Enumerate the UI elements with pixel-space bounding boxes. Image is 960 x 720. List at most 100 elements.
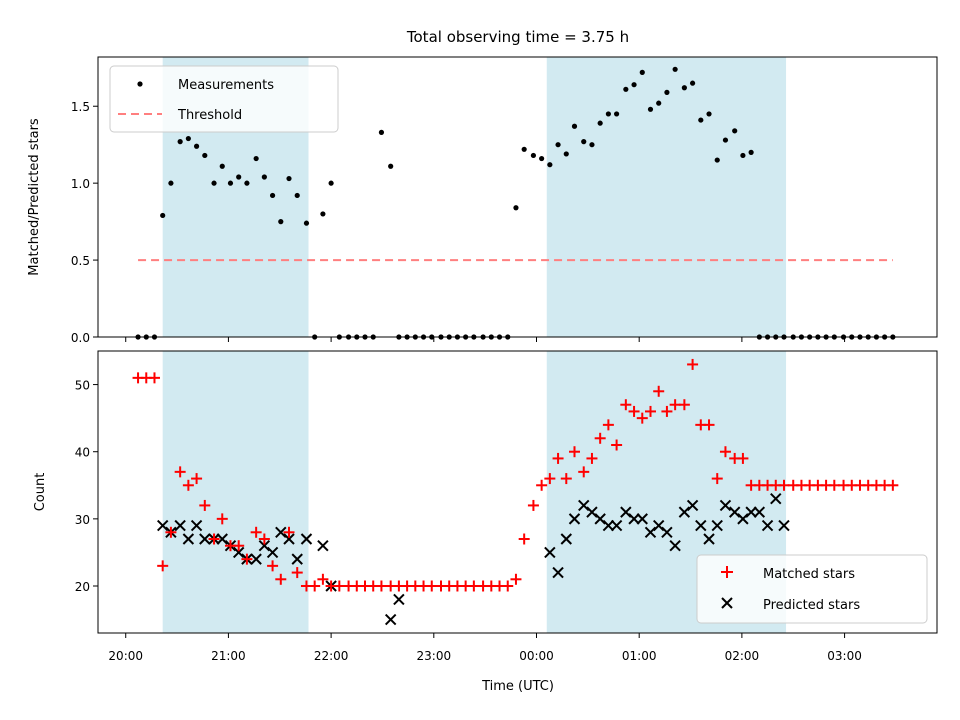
matched-star-point bbox=[518, 533, 530, 545]
predicted-star-point bbox=[232, 546, 245, 559]
matched-star-point bbox=[687, 358, 699, 370]
matched-star-point bbox=[502, 580, 514, 592]
predicted-star-point bbox=[610, 519, 623, 532]
matched-star-point bbox=[737, 452, 749, 464]
measurement-point bbox=[706, 111, 712, 117]
predicted-star-point bbox=[156, 519, 169, 532]
matched-star-point bbox=[291, 567, 303, 579]
predicted-star-point bbox=[703, 533, 715, 545]
measurement-point bbox=[530, 152, 537, 159]
measurement-point bbox=[539, 155, 545, 162]
bottom-legend: Matched stars Predicted stars bbox=[696, 554, 928, 624]
bottom-y-tick-label: 20 bbox=[75, 580, 90, 594]
bottom-x-tick-label: 22:00 bbox=[314, 649, 349, 663]
predicted-star-point bbox=[594, 513, 606, 525]
predicted-star-point bbox=[393, 593, 405, 606]
top-y-tick-label: 0.0 bbox=[71, 331, 90, 345]
measurement-point bbox=[185, 135, 191, 142]
predicted-star-point bbox=[560, 533, 572, 545]
top-y-axis-label: Matched/Predicted stars bbox=[27, 118, 42, 276]
matched-star-point bbox=[620, 399, 632, 411]
measurement-point bbox=[672, 66, 678, 72]
matched-star-point bbox=[594, 432, 606, 444]
measurement-point bbox=[261, 174, 267, 180]
measurement-point bbox=[236, 174, 242, 180]
bottom-axes-frame bbox=[97, 350, 938, 634]
legend-matched-label: Matched stars bbox=[763, 567, 855, 582]
top-axes-frame bbox=[97, 56, 938, 338]
bottom-legend-box bbox=[696, 554, 928, 624]
measurement-point bbox=[547, 162, 553, 168]
bottom-x-tick-label: 23:00 bbox=[417, 649, 452, 663]
measurement-point bbox=[681, 85, 687, 91]
measurement-point bbox=[278, 219, 284, 225]
predicted-star-point bbox=[770, 493, 782, 505]
matched-star-point bbox=[653, 385, 665, 397]
predicted-star-point bbox=[719, 499, 732, 512]
predicted-star-point bbox=[300, 533, 313, 545]
bottom-x-tick-label: 00:00 bbox=[519, 649, 554, 663]
measurement-point bbox=[581, 139, 587, 145]
matched-star-point bbox=[628, 405, 640, 417]
matched-star-point bbox=[250, 526, 262, 538]
measurement-point bbox=[647, 106, 654, 112]
predicted-star-point bbox=[620, 506, 632, 518]
matched-star-point bbox=[611, 439, 623, 451]
predicted-star-point bbox=[283, 533, 295, 545]
matched-star-point bbox=[602, 419, 614, 431]
predicted-star-point bbox=[568, 513, 581, 525]
matched-star-point bbox=[678, 399, 690, 411]
matched-star-point bbox=[283, 526, 295, 538]
matched-star-point bbox=[208, 533, 220, 545]
measurement-point bbox=[168, 180, 174, 186]
matched-star-point bbox=[148, 372, 160, 384]
measurement-point bbox=[328, 180, 334, 186]
matched-star-point bbox=[887, 479, 899, 491]
measurement-point bbox=[623, 86, 629, 92]
matched-star-point bbox=[233, 540, 245, 552]
matched-star-point bbox=[309, 580, 321, 592]
predicted-star-point bbox=[586, 506, 598, 518]
matched-star-point bbox=[828, 479, 840, 491]
matched-star-point bbox=[560, 473, 572, 485]
measurement-point bbox=[378, 129, 385, 135]
measurement-point bbox=[563, 151, 569, 157]
predicted-star-point bbox=[695, 519, 707, 532]
matched-star-point bbox=[275, 573, 287, 585]
measurement-point bbox=[388, 163, 394, 169]
matched-star-point bbox=[216, 513, 228, 525]
measurement-point bbox=[219, 163, 225, 169]
chart-title: Total observing time = 3.75 h bbox=[406, 28, 629, 46]
measurement-point bbox=[631, 82, 637, 88]
matched-star-point bbox=[468, 580, 480, 592]
measurement-point bbox=[589, 142, 595, 148]
matched-star-point bbox=[527, 499, 539, 511]
matched-star-point bbox=[586, 452, 598, 464]
predicted-star-point bbox=[644, 526, 657, 538]
measurement-point bbox=[639, 69, 645, 75]
matched-star-point bbox=[703, 419, 715, 431]
predicted-star-point bbox=[266, 546, 279, 559]
matched-star-point bbox=[333, 580, 345, 592]
bottom-panel: 20 30 40 50 20:00 21:00 22:00 23:00 00:00 01:00 0… bbox=[33, 350, 938, 694]
bottom-x-axis-label: Time (UTC) bbox=[481, 679, 554, 694]
predicted-star-point bbox=[745, 506, 757, 518]
measurement-point bbox=[689, 80, 696, 86]
predicted-star-point bbox=[761, 519, 774, 532]
bottom-x-tick-label: 02:00 bbox=[725, 649, 760, 663]
measurement-point bbox=[303, 220, 310, 226]
predicted-star-point bbox=[711, 519, 723, 532]
top-legend-box bbox=[109, 65, 339, 133]
bottom-y-tick-label: 30 bbox=[75, 513, 90, 527]
matched-star-point bbox=[199, 499, 211, 511]
predicted-star-point bbox=[258, 540, 271, 552]
legend-predicted-label: Predicted stars bbox=[763, 598, 860, 613]
top-x-ticks bbox=[125, 337, 846, 342]
top-y-ticks: 0.0 0.5 1.0 1.5 bbox=[71, 100, 98, 345]
measurement-point bbox=[571, 123, 578, 129]
matched-star-point bbox=[165, 526, 177, 538]
predicted-star-point bbox=[661, 526, 673, 538]
matched-star-point bbox=[191, 473, 203, 485]
matched-star-point bbox=[669, 399, 681, 411]
measurement-point bbox=[202, 152, 208, 159]
